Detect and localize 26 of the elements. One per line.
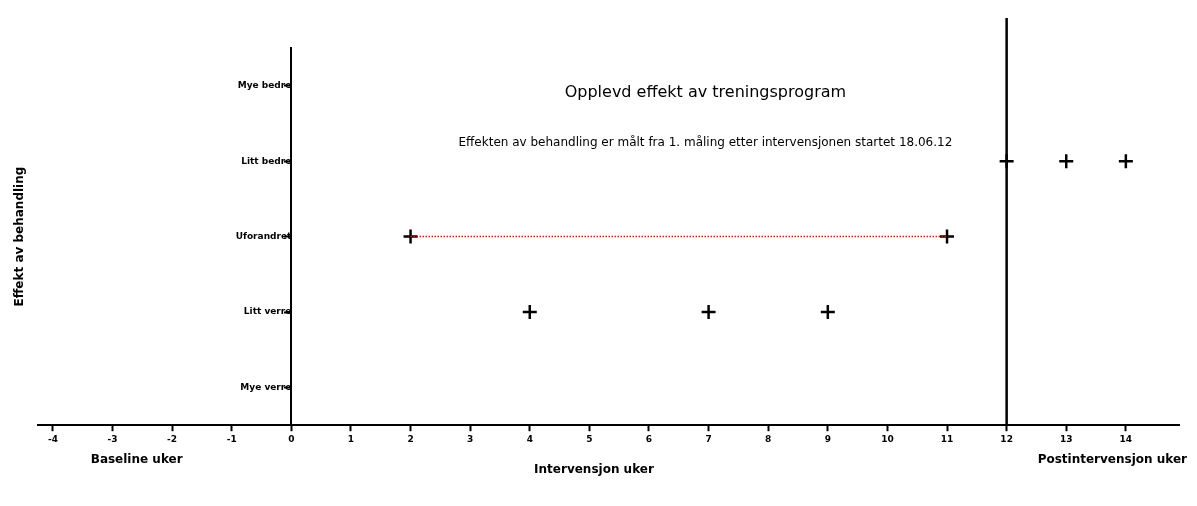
text: Postintervensjon uker — [1037, 452, 1188, 467]
text: Baseline uker — [90, 452, 183, 467]
x-tick-label: 10 — [881, 433, 894, 444]
text: Opplevd effekt av treningsprogram — [564, 82, 847, 102]
x-tick-label: 9 — [824, 433, 831, 444]
x-tick-label: 12 — [1000, 433, 1013, 444]
x-tick-label: 1 — [347, 433, 355, 444]
x-tick-label: 0 — [288, 433, 295, 444]
x-tick-label: 2 — [407, 433, 414, 444]
x-tick-label: -1 — [226, 433, 237, 444]
y-tick-label: Uforandret — [235, 230, 293, 241]
x-tick-label: 3 — [467, 433, 474, 444]
text: Effekten av behandling er målt fra 1. måling etter intervensjonen startet 18.06.12 — [458, 135, 953, 150]
x-tick-label: 8 — [765, 433, 772, 444]
x-tick-label: 14 — [1119, 433, 1133, 444]
x-tick-label: 4 — [526, 433, 533, 444]
x-tick-label: 13 — [1059, 433, 1073, 444]
x-axis-title: Intervensjon uker — [534, 462, 654, 477]
x-tick-label: -2 — [167, 433, 178, 444]
x-tick-label: 6 — [645, 433, 653, 444]
x-tick-label: -3 — [107, 433, 118, 444]
y-axis-title: Effekt av behandling — [12, 166, 27, 307]
x-tick-label: 7 — [705, 433, 712, 444]
x-tick-label: 5 — [586, 433, 593, 444]
x-tick-label: 11 — [940, 433, 954, 444]
x-tick-label: -4 — [47, 433, 58, 444]
